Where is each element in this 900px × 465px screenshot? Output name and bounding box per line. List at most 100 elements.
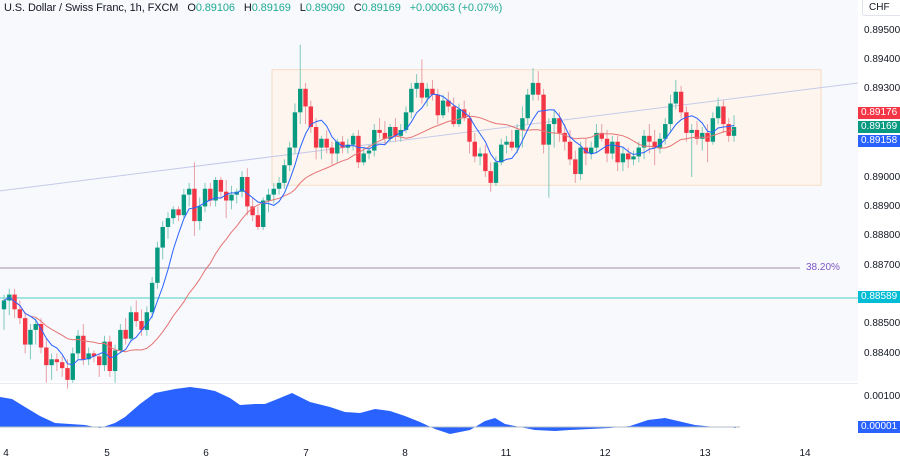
candle-up bbox=[731, 127, 737, 136]
candle-down bbox=[462, 109, 467, 119]
candle-up bbox=[171, 209, 176, 219]
candle-up bbox=[345, 144, 351, 148]
candle-down bbox=[557, 118, 562, 133]
candle-up bbox=[102, 341, 107, 366]
candle-up bbox=[414, 82, 419, 89]
time-label: 13 bbox=[699, 448, 711, 459]
candle-up bbox=[229, 194, 234, 201]
price-badge-ma: 0.89158 bbox=[858, 135, 900, 147]
time-label: 14 bbox=[799, 448, 811, 459]
candle-up bbox=[546, 124, 552, 145]
candle-down bbox=[446, 100, 451, 107]
candle-down bbox=[694, 129, 700, 139]
candle-up bbox=[298, 88, 303, 113]
candle-up bbox=[578, 147, 583, 175]
candle-up bbox=[594, 132, 599, 148]
candle-down bbox=[81, 335, 86, 360]
currency-selector[interactable]: CHF bbox=[862, 0, 900, 16]
candle-up bbox=[49, 359, 54, 366]
candle-up bbox=[128, 312, 134, 339]
candle-down bbox=[218, 179, 224, 192]
candle-up bbox=[641, 135, 647, 148]
candle-up bbox=[149, 282, 155, 313]
price-tick: 0.89400 bbox=[864, 54, 900, 65]
candle-up bbox=[276, 182, 282, 189]
candle-up bbox=[213, 179, 218, 201]
candle-up bbox=[456, 109, 462, 125]
candle-up bbox=[499, 144, 504, 163]
time-label: 7 bbox=[303, 448, 309, 459]
candle-up bbox=[673, 91, 679, 104]
candle-down bbox=[324, 138, 329, 148]
time-label: 5 bbox=[104, 448, 110, 459]
candle-down bbox=[123, 329, 128, 339]
candle-up bbox=[118, 329, 123, 351]
time-label: 12 bbox=[599, 448, 611, 459]
oscillator-badge: 0.00001 bbox=[858, 421, 900, 433]
candle-down bbox=[65, 368, 70, 380]
candle-down bbox=[652, 141, 657, 148]
candle-down bbox=[308, 106, 314, 128]
candle-down bbox=[44, 347, 49, 366]
candle-up bbox=[239, 177, 245, 192]
candle-down bbox=[356, 135, 361, 163]
range-box bbox=[271, 69, 822, 186]
candle-down bbox=[250, 206, 255, 216]
candle-up bbox=[86, 353, 91, 360]
time-label: 11 bbox=[500, 448, 512, 459]
oscillator-tick: 0.00100 bbox=[864, 391, 900, 402]
candle-up bbox=[372, 129, 377, 151]
candle-down bbox=[536, 82, 541, 95]
price-badge-support: 0.88589 bbox=[858, 291, 900, 303]
candle-up bbox=[335, 141, 340, 154]
oscillator-area bbox=[0, 387, 736, 434]
candle-down bbox=[192, 188, 197, 222]
candle-up bbox=[715, 106, 721, 119]
candle-down bbox=[208, 188, 213, 201]
candle-up bbox=[287, 147, 292, 166]
candle-up bbox=[181, 194, 187, 216]
candle-down bbox=[107, 341, 112, 372]
candle-up bbox=[197, 206, 202, 222]
candle-down bbox=[245, 177, 250, 207]
candle-up bbox=[1, 300, 7, 310]
candle-up bbox=[144, 312, 150, 330]
candle-up bbox=[186, 188, 192, 195]
candle-up bbox=[112, 350, 118, 372]
candle-down bbox=[38, 324, 44, 348]
candle-up bbox=[165, 218, 171, 227]
low-value: 0.89090 bbox=[305, 2, 345, 14]
candle-down bbox=[176, 209, 181, 216]
candle-down bbox=[91, 353, 97, 357]
time-axis[interactable] bbox=[0, 443, 900, 465]
main-chart-pane[interactable] bbox=[0, 0, 858, 381]
candle-up bbox=[477, 153, 483, 157]
candle-up bbox=[668, 103, 673, 125]
candle-up bbox=[282, 165, 287, 183]
fast-ma-line bbox=[3, 93, 735, 366]
price-tick: 0.88900 bbox=[864, 201, 900, 212]
time-label: 8 bbox=[402, 448, 408, 459]
candle-up bbox=[530, 82, 536, 95]
candle-down bbox=[626, 153, 631, 160]
candle-down bbox=[377, 129, 382, 133]
candle-down bbox=[22, 318, 28, 345]
price-axis[interactable] bbox=[858, 0, 900, 443]
candle-up bbox=[493, 162, 499, 183]
candle-up bbox=[520, 118, 525, 130]
candle-up bbox=[155, 247, 160, 283]
candle-down bbox=[435, 94, 440, 116]
candle-up bbox=[202, 188, 208, 207]
chart-canvas[interactable] bbox=[0, 0, 858, 443]
time-label: 4 bbox=[3, 448, 9, 459]
candle-up bbox=[551, 118, 557, 125]
price-tick: 0.89300 bbox=[864, 83, 900, 94]
candle-up bbox=[689, 129, 694, 133]
candle-up bbox=[514, 129, 520, 148]
candle-up bbox=[525, 94, 530, 119]
candle-up bbox=[663, 124, 668, 139]
candle-up bbox=[350, 135, 356, 145]
price-tick: 0.89000 bbox=[864, 172, 900, 183]
candle-down bbox=[54, 359, 60, 363]
candle-down bbox=[562, 132, 567, 142]
